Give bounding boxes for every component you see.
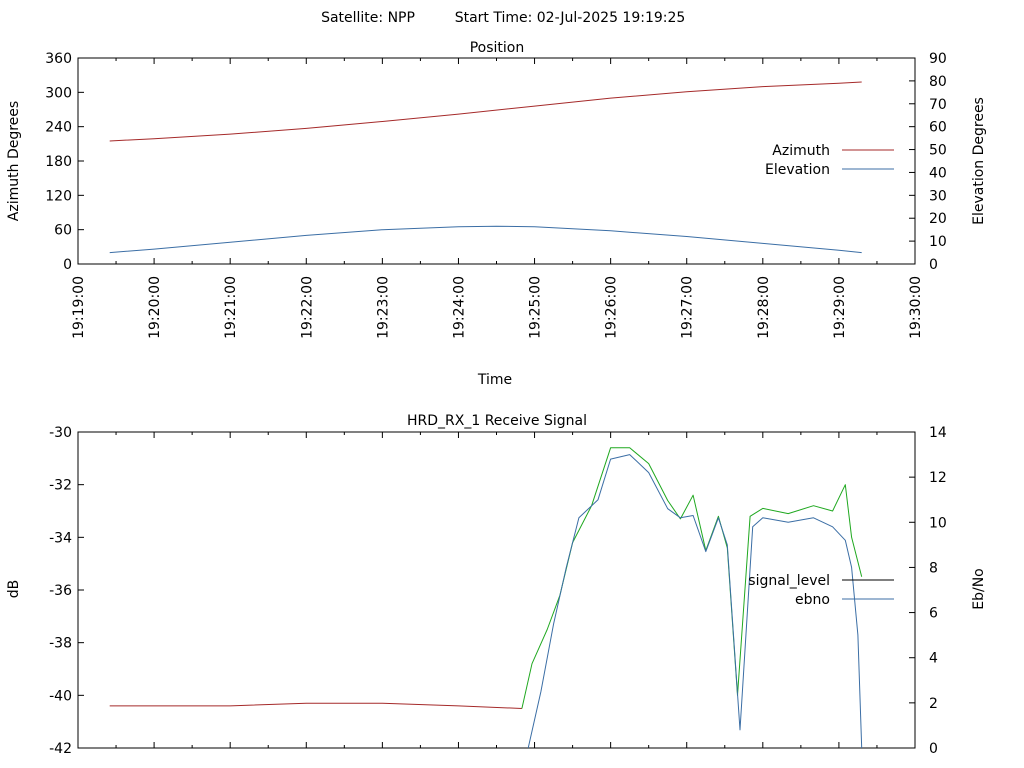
x-tick-label: 19:29:00 <box>832 276 848 339</box>
signal-ylabel-right: Eb/No <box>971 568 987 610</box>
right-y-tick-label: 6 <box>929 606 938 622</box>
left-y-tick-label: 300 <box>45 85 72 101</box>
position-ylabel-left: Azimuth Degrees <box>6 101 22 221</box>
left-y-tick-label: -40 <box>49 688 72 704</box>
legend-label: ebno <box>795 592 830 608</box>
signal-ylabel-left: dB <box>6 580 22 599</box>
right-y-tick-label: 30 <box>929 188 947 204</box>
start-time-label: Start Time: 02-Jul-2025 19:19:25 <box>455 10 686 26</box>
right-y-tick-label: 12 <box>929 470 947 486</box>
right-y-tick-label: 10 <box>929 234 947 250</box>
left-y-tick-label: -38 <box>49 636 72 652</box>
x-tick-label: 19:27:00 <box>680 276 696 339</box>
position-legend: Azimuth Elevation <box>765 143 894 178</box>
x-tick-label: 19:22:00 <box>299 276 315 339</box>
legend-label: signal_level <box>748 573 830 589</box>
legend-label: Azimuth <box>772 143 830 159</box>
receive-signal-chart: HRD_RX_1 Receive Signal dB Eb/No -42 -40 -… <box>6 413 987 757</box>
signal-title: HRD_RX_1 Receive Signal <box>407 413 587 429</box>
position-title: Position <box>470 40 525 56</box>
x-tick-label: 19:20:00 <box>147 276 163 339</box>
left-y-tick-label: -36 <box>49 583 72 599</box>
right-y-tick-label: 14 <box>929 425 947 441</box>
series-line-signal-level <box>109 702 522 709</box>
x-tick-label: 19:21:00 <box>223 276 239 339</box>
right-y-tick-label: 0 <box>929 257 938 273</box>
x-tick-label: 19:23:00 <box>375 276 391 339</box>
satellite-label: Satellite: NPP <box>321 10 415 26</box>
x-tick-label: 19:26:00 <box>604 276 620 339</box>
right-y-tick-label: 10 <box>929 515 947 531</box>
left-y-tick-label: 240 <box>45 120 72 136</box>
x-tick-label: 19:24:00 <box>451 276 467 339</box>
left-y-tick-label: 180 <box>45 154 72 170</box>
right-y-tick-label: 40 <box>929 165 947 181</box>
left-y-tick-label: 360 <box>45 51 72 67</box>
left-y-tick-label: 0 <box>63 257 72 273</box>
series-line-Elevation <box>109 225 862 254</box>
x-tick-label: 19:25:00 <box>528 276 544 339</box>
left-y-tick-label: 60 <box>54 223 72 239</box>
position-ylabel-right: Elevation Degrees <box>971 97 987 225</box>
position-xlabel: Time <box>477 372 512 388</box>
legend-label: Elevation <box>765 162 830 178</box>
right-y-tick-label: 20 <box>929 211 947 227</box>
x-tick-label: 19:19:00 <box>71 276 87 339</box>
right-y-tick-label: 80 <box>929 74 947 90</box>
x-tick-label: 19:30:00 <box>908 276 924 339</box>
left-y-tick-label: 120 <box>45 188 72 204</box>
right-y-tick-label: 8 <box>929 560 938 576</box>
right-y-tick-label: 4 <box>929 651 938 667</box>
position-chart: Position Time Azimuth Degrees Elevation … <box>6 40 987 388</box>
left-y-tick-label: -42 <box>49 741 72 757</box>
right-y-tick-label: 70 <box>929 97 947 113</box>
left-y-tick-label: -32 <box>49 478 72 494</box>
series-line-ebno <box>527 454 863 749</box>
right-y-tick-label: 0 <box>929 741 938 757</box>
right-y-tick-label: 2 <box>929 696 938 712</box>
plot-frame <box>77 431 916 749</box>
right-y-tick-label: 90 <box>929 51 947 67</box>
right-y-tick-label: 50 <box>929 143 947 159</box>
left-y-tick-label: -30 <box>49 425 72 441</box>
series-line-Azimuth <box>109 81 862 142</box>
plot-frame <box>77 57 916 265</box>
x-tick-label: 19:28:00 <box>756 276 772 339</box>
right-y-tick-label: 60 <box>929 120 947 136</box>
left-y-tick-label: -34 <box>49 530 72 546</box>
